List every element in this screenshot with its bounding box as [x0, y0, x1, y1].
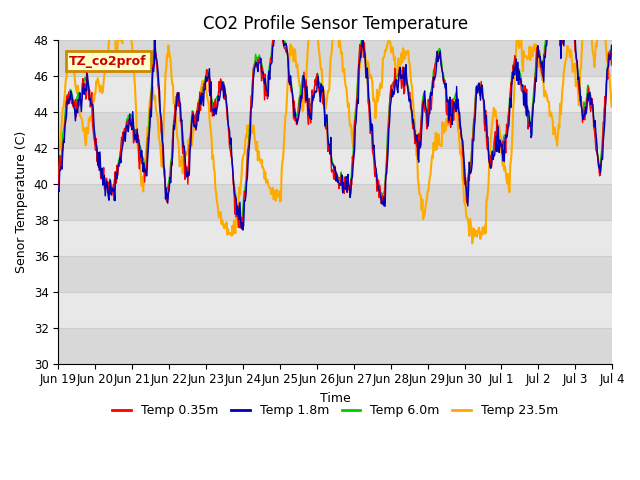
X-axis label: Time: Time [320, 392, 351, 405]
Bar [58, 40, 612, 76]
Bar [58, 256, 612, 292]
Text: TZ_co2prof: TZ_co2prof [69, 55, 147, 68]
Y-axis label: Senor Temperature (C): Senor Temperature (C) [15, 131, 28, 273]
Bar [58, 292, 612, 328]
Bar [58, 220, 612, 256]
Title: CO2 Profile Sensor Temperature: CO2 Profile Sensor Temperature [203, 15, 468, 33]
Bar [58, 148, 612, 184]
Bar [58, 328, 612, 364]
Legend: Temp 0.35m, Temp 1.8m, Temp 6.0m, Temp 23.5m: Temp 0.35m, Temp 1.8m, Temp 6.0m, Temp 2… [108, 399, 563, 422]
Bar [58, 184, 612, 220]
Bar [58, 112, 612, 148]
Bar [58, 76, 612, 112]
